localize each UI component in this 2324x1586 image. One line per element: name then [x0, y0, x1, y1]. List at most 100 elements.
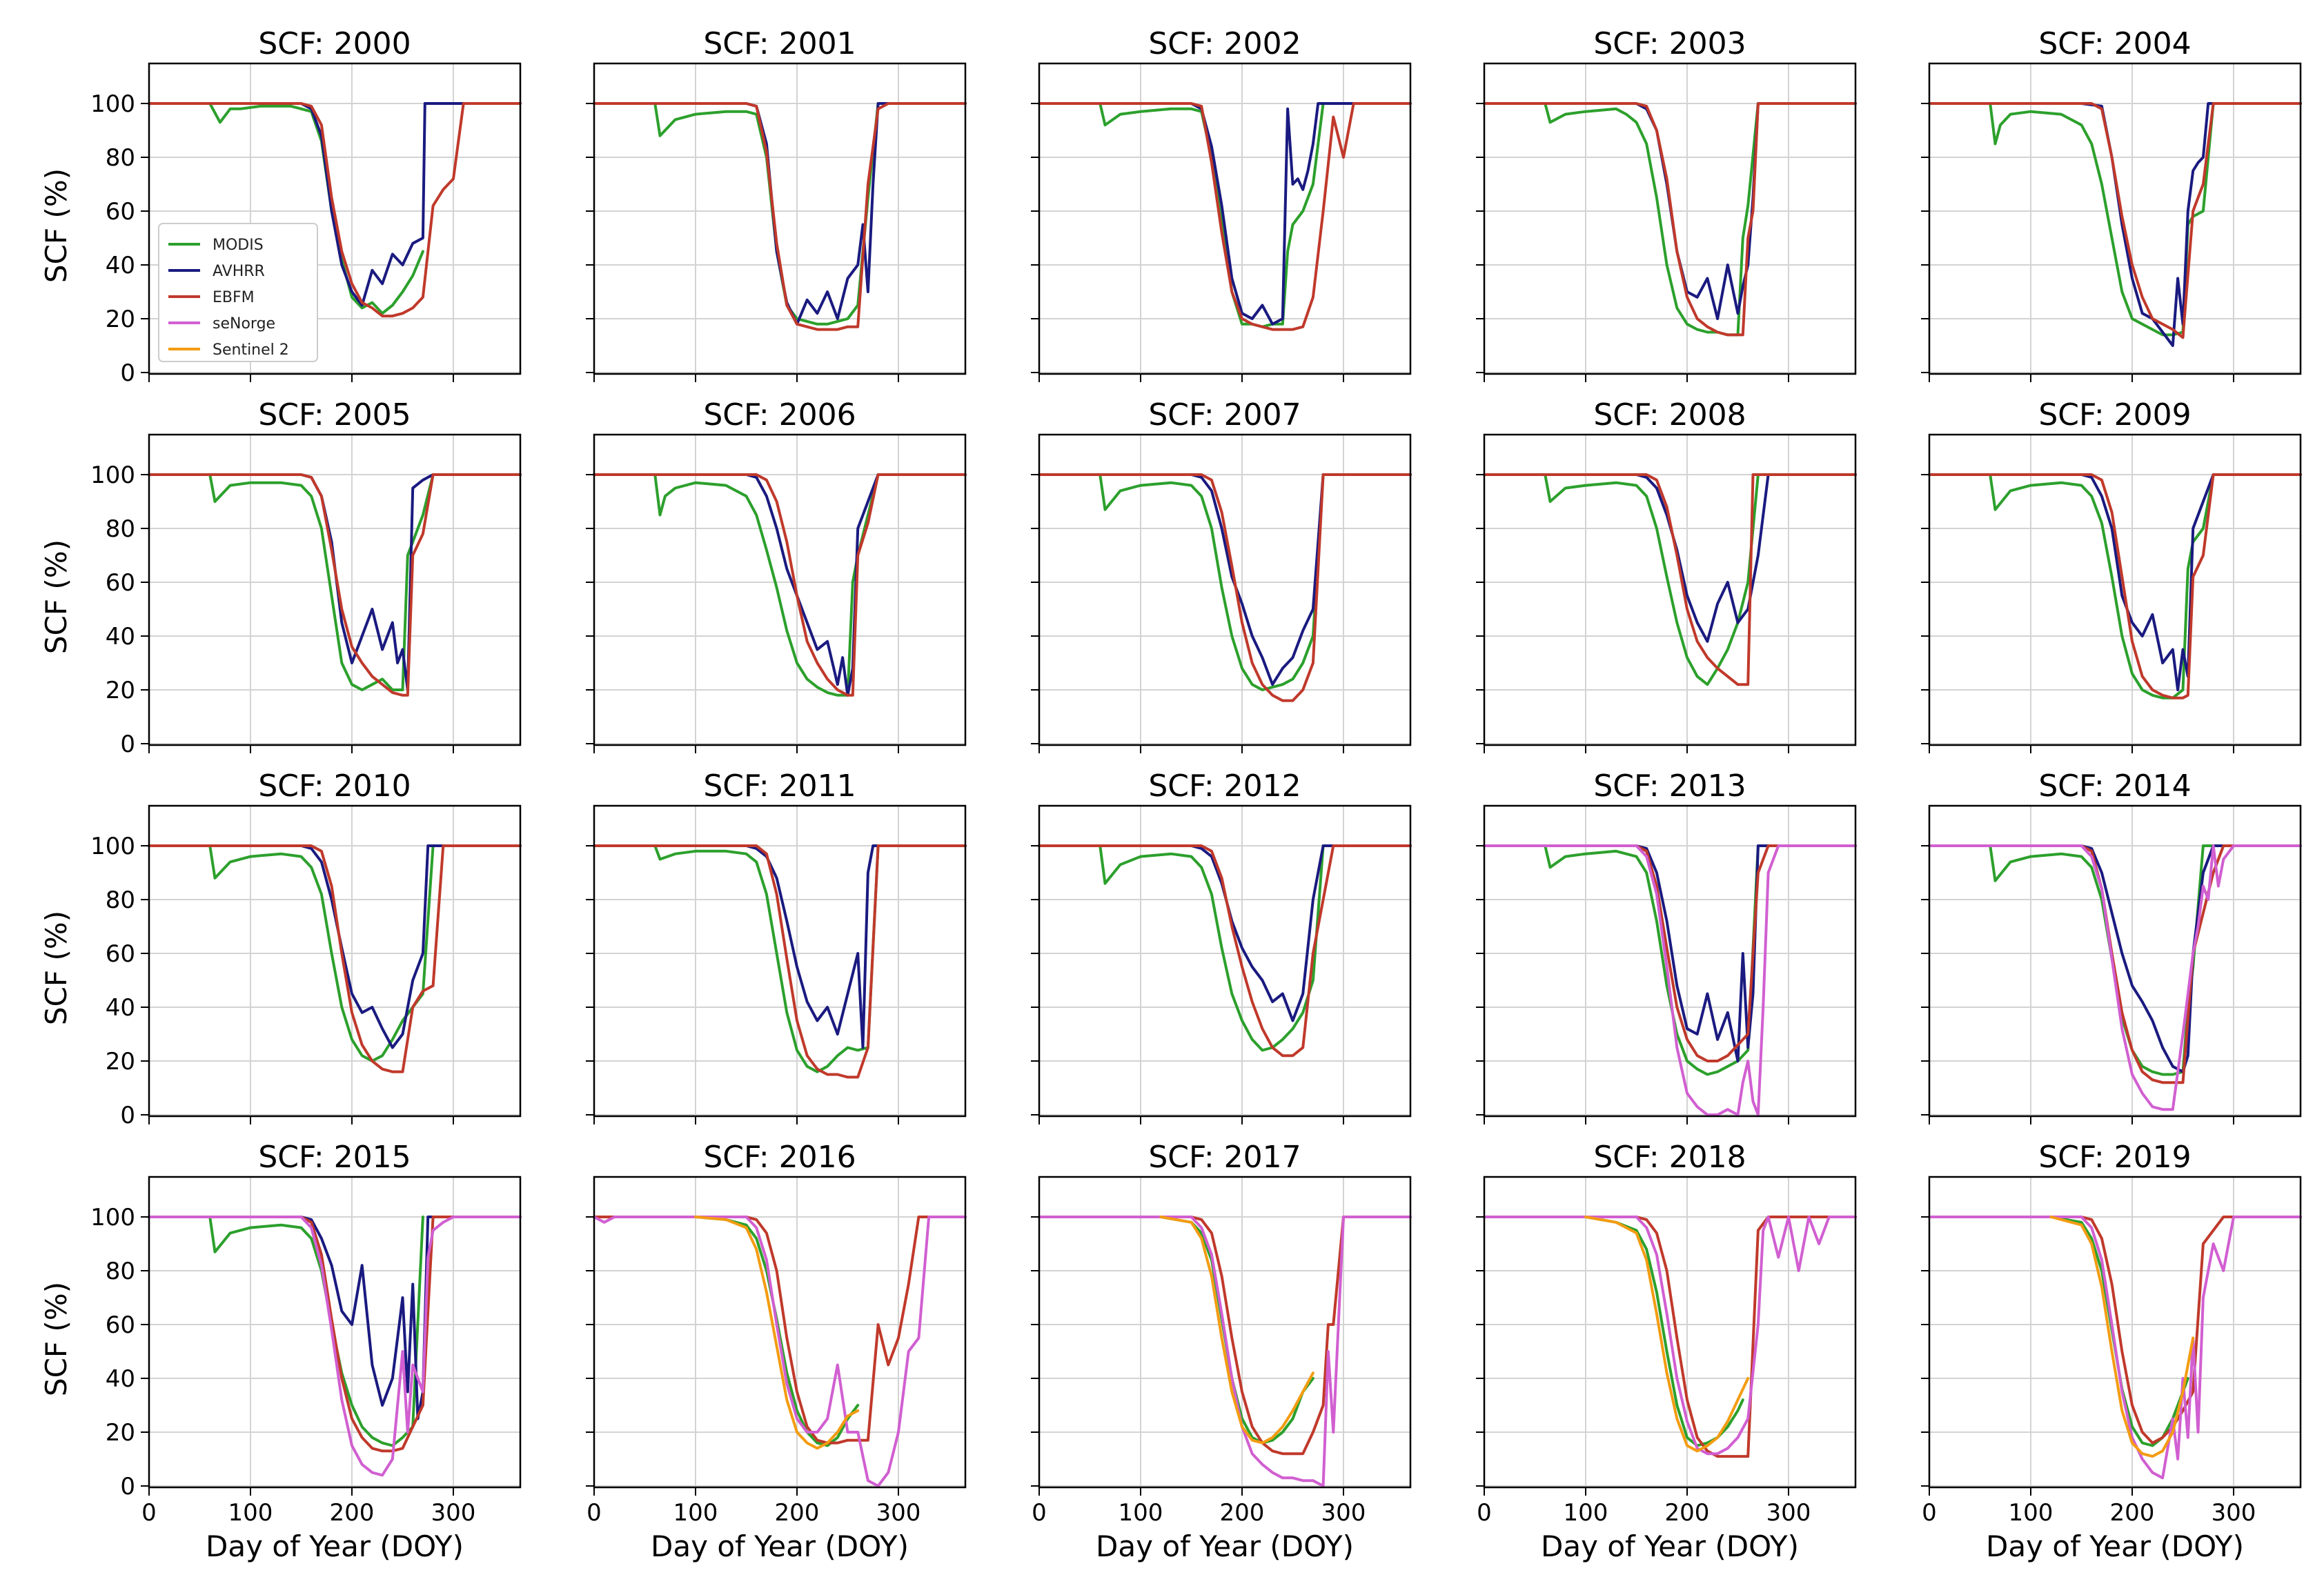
series-line-avhrr: [593, 102, 967, 326]
x-axis-label: Day of Year (DOY): [1541, 1529, 1799, 1563]
legend-entry: EBFM: [213, 289, 255, 306]
plot-frame: [1038, 1176, 1412, 1489]
plot-frame: [1038, 433, 1412, 746]
plot-frame: [148, 62, 522, 375]
y-tick-label: 40: [106, 994, 135, 1022]
series-line-modis: [653, 844, 880, 1073]
legend-box: [158, 223, 318, 362]
plot-frame: [1483, 433, 1857, 746]
panel-title: SCF: 2002: [1148, 26, 1301, 61]
series-line-ebfm: [1483, 844, 1857, 1062]
series-line-avhrr: [1038, 844, 1412, 1022]
y-tick-label: 60: [106, 1311, 135, 1339]
series-line-modis: [1099, 844, 1325, 1052]
panel-title: SCF: 2017: [1148, 1140, 1301, 1175]
legend: MODIS AVHRR EBFM seNorge Sentinel 2: [158, 223, 318, 362]
plot-frame: [1038, 804, 1412, 1118]
panel-2006: SCF: 2006: [586, 397, 967, 753]
x-axis-label: Day of Year (DOY): [1096, 1529, 1354, 1563]
panel-2008: SCF: 2008: [1476, 397, 1857, 753]
panel-2009: SCF: 2009: [1921, 397, 2302, 753]
plot-frame: [1928, 62, 2302, 375]
legend-entry: MODIS: [213, 237, 264, 254]
series-line-avhrr: [148, 1216, 522, 1420]
series-line-avhrr: [1928, 102, 2302, 347]
panel-2013: SCF: 2013: [1476, 769, 1857, 1124]
series-line-ebfm: [148, 1216, 522, 1453]
plot-frame: [1483, 62, 1857, 375]
y-tick-label: 0: [120, 731, 135, 758]
y-axis-label: SCF (%): [39, 1282, 73, 1396]
x-axis-label: Day of Year (DOY): [1986, 1529, 2244, 1563]
x-tick-label: 0: [1032, 1499, 1047, 1527]
series-line-modis: [1159, 1216, 1314, 1445]
x-tick-label: 0: [1922, 1499, 1937, 1527]
y-tick-label: 60: [106, 198, 135, 226]
panel-title: SCF: 2003: [1593, 26, 1746, 61]
series-line-senorge: [1038, 1216, 1412, 1487]
y-tick-label: 20: [106, 677, 135, 704]
series-line-sentinel-2: [1159, 1216, 1314, 1445]
x-tick-label: 200: [1665, 1499, 1710, 1527]
plot-frame: [148, 433, 522, 746]
series-line-sentinel-2: [694, 1216, 860, 1450]
series-line-ebfm: [1483, 102, 1857, 337]
series-line-avhrr: [1928, 844, 2302, 1073]
panel-title: SCF: 2005: [258, 397, 411, 433]
x-tick-label: 300: [431, 1499, 476, 1527]
series-line-modis: [1989, 473, 2215, 700]
y-tick-label: 0: [120, 1473, 135, 1500]
y-axis-label: SCF (%): [39, 911, 73, 1025]
plot-frame: [1928, 804, 2302, 1118]
series-line-ebfm: [1928, 844, 2302, 1084]
plot-frame: [148, 1176, 522, 1489]
x-tick-label: 100: [1119, 1499, 1163, 1527]
series-line-ebfm: [1483, 1216, 1857, 1458]
y-tick-label: 100: [90, 462, 135, 489]
series-line-senorge: [1483, 1216, 1857, 1456]
y-tick-label: 100: [90, 833, 135, 860]
panel-title: SCF: 2008: [1593, 397, 1746, 433]
x-tick-label: 300: [1766, 1499, 1811, 1527]
series-line-avhrr: [148, 844, 522, 1049]
x-tick-label: 200: [330, 1499, 375, 1527]
y-axis-label: SCF (%): [39, 539, 73, 654]
series-line-ebfm: [1928, 1216, 2302, 1445]
y-tick-label: 100: [90, 90, 135, 118]
series-line-sentinel-2: [2049, 1216, 2195, 1458]
series-line-ebfm: [1038, 1216, 1412, 1456]
series-line-ebfm: [148, 102, 522, 318]
series-line-senorge: [1928, 844, 2302, 1111]
y-axis-label: SCF (%): [39, 168, 73, 283]
x-tick-label: 300: [876, 1499, 921, 1527]
panel-2019: 0 100 200 300 SCF: 2019 Day of Year (DOY): [1921, 1140, 2302, 1563]
series-line-avhrr: [1038, 473, 1412, 686]
y-tick-label: 60: [106, 940, 135, 968]
panel-title: SCF: 2019: [2038, 1140, 2191, 1175]
panel-title: SCF: 2010: [258, 769, 411, 804]
panel-2011: SCF: 2011: [586, 769, 967, 1124]
y-tick-label: 20: [106, 1048, 135, 1075]
y-tick-label: 80: [106, 515, 135, 543]
panel-title: SCF: 2000: [258, 26, 411, 61]
panel-title: SCF: 2007: [1148, 397, 1301, 433]
series-line-senorge: [1928, 1216, 2302, 1480]
y-tick-label: 60: [106, 569, 135, 597]
panel-2005: 0 20 40 60 80 100 SCF: 2005 SCF (%): [39, 397, 522, 758]
panel-2004: SCF: 2004: [1921, 26, 2302, 382]
x-axis-label: Day of Year (DOY): [651, 1529, 909, 1563]
series-line-senorge: [148, 1216, 522, 1477]
series-line-ebfm: [1038, 473, 1412, 702]
series-line-modis: [1584, 1216, 1744, 1447]
legend-entry: seNorge: [213, 315, 275, 333]
series-line-ebfm: [593, 473, 967, 697]
y-tick-label: 20: [106, 1419, 135, 1447]
panel-2018: 0 100 200 300 SCF: 2018 Day of Year (DOY): [1476, 1140, 1857, 1563]
x-tick-label: 100: [2009, 1499, 2054, 1527]
series-line-senorge: [593, 1216, 967, 1487]
series-line-modis: [1989, 844, 2215, 1076]
y-tick-label: 0: [120, 359, 135, 387]
y-tick-label: 40: [106, 623, 135, 651]
plot-frame: [1928, 1176, 2302, 1489]
series-line-modis: [1544, 102, 1760, 337]
